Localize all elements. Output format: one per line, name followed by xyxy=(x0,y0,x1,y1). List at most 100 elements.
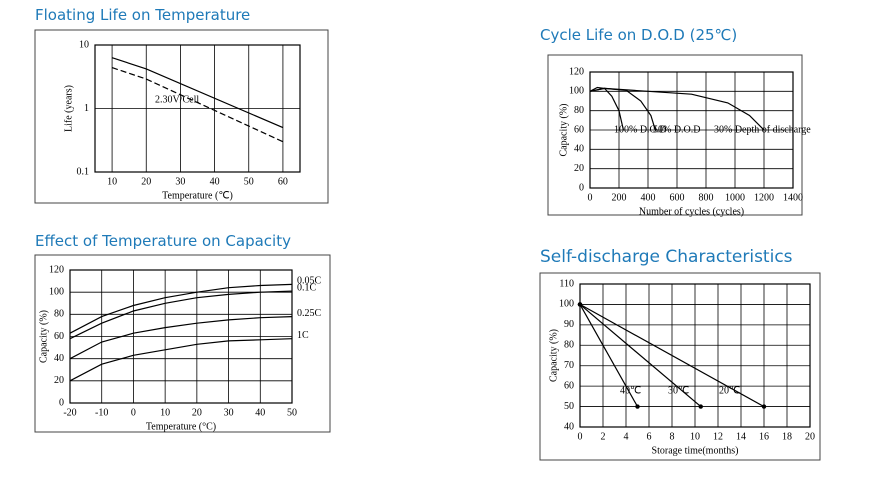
x-tick-label: 14 xyxy=(736,431,746,442)
annotation: 2.30V/Cell xyxy=(155,94,199,105)
series-label: 1C xyxy=(297,330,309,341)
x-tick-label: 30 xyxy=(175,176,185,187)
y-axis-label: Life (years) xyxy=(63,85,74,132)
y-tick-label: 120 xyxy=(49,264,64,275)
plot-area xyxy=(69,269,293,404)
x-tick-label: 600 xyxy=(670,192,685,203)
series-line xyxy=(589,87,765,131)
chart-frame xyxy=(34,29,329,204)
point xyxy=(761,404,767,409)
chart-title: Floating Life on Temperature xyxy=(35,6,250,24)
y-tick-label: 50 xyxy=(564,401,574,412)
plot-area xyxy=(589,71,794,189)
y-tick-label: 0 xyxy=(59,397,64,408)
chart: Floating Life on Temperature 10 20 30 40 50 60… xyxy=(34,6,329,204)
x-tick-label: 60 xyxy=(278,176,288,187)
x-tick-label: 18 xyxy=(782,431,792,442)
series-line xyxy=(69,283,293,334)
x-tick-label: 16 xyxy=(759,431,769,442)
x-axis-label: Temperature (°C) xyxy=(146,421,216,432)
x-tick-label: 40 xyxy=(210,176,220,187)
annotation: 30% Depth of discharge xyxy=(714,124,811,135)
point xyxy=(698,404,703,409)
chart-title: Cycle Life on D.O.D (25℃) xyxy=(540,26,737,44)
y-axis-label: Capacity (%) xyxy=(548,329,559,382)
series-label: 0.25C xyxy=(297,308,322,319)
x-tick-label: 6 xyxy=(647,431,652,442)
chart: Cycle Life on D.O.D (25℃) 0 200 400 600 800 10… xyxy=(540,26,811,217)
x-tick-label: 1000 xyxy=(725,192,745,203)
y-tick-label: 70 xyxy=(564,360,574,371)
y-tick-label: 100 xyxy=(569,86,584,97)
series-line xyxy=(69,290,293,340)
series-label: 40℃ xyxy=(620,385,641,396)
y-tick-label: 40 xyxy=(564,421,574,432)
chart-frame xyxy=(34,254,331,433)
series-label: 0.1C xyxy=(297,282,317,293)
x-tick-label: -10 xyxy=(95,407,108,418)
x-tick-label: 50 xyxy=(287,407,297,418)
y-axis-label: Capacity (%) xyxy=(38,310,49,363)
y-tick-label: 20 xyxy=(54,375,64,386)
x-tick-label: 10 xyxy=(160,407,170,418)
series-line xyxy=(589,86,624,131)
y-tick-label: 80 xyxy=(574,105,584,116)
y-tick-label: 60 xyxy=(54,331,64,342)
y-tick-label: 90 xyxy=(564,319,574,330)
x-tick-label: 20 xyxy=(141,176,151,187)
x-tick-label: 20 xyxy=(192,407,202,418)
series-line xyxy=(69,316,293,360)
y-tick-label: 1 xyxy=(84,103,89,114)
series-line xyxy=(579,304,639,407)
x-tick-label: 10 xyxy=(690,431,700,442)
chart-frame xyxy=(539,272,821,461)
x-tick-label: 30 xyxy=(224,407,234,418)
series-line xyxy=(579,303,765,408)
chart-title: Effect of Temperature on Capacity xyxy=(35,232,291,250)
y-tick-label: 40 xyxy=(574,144,584,155)
series-line xyxy=(111,67,284,143)
x-tick-label: 20 xyxy=(805,431,815,442)
x-tick-label: 50 xyxy=(244,176,254,187)
x-tick-label: 10 xyxy=(107,176,117,187)
x-tick-label: 200 xyxy=(612,192,627,203)
x-tick-label: 4 xyxy=(624,431,629,442)
chart: Self-discharge Characteristics 0 2 4 6 8 10 12 1… xyxy=(539,247,821,461)
x-tick-label: 0 xyxy=(578,431,583,442)
series-line xyxy=(111,57,284,129)
plot-area xyxy=(579,283,811,428)
plot-area xyxy=(94,44,301,173)
series-label: 20℃ xyxy=(719,385,740,396)
x-tick-label: 8 xyxy=(670,431,675,442)
y-tick-label: 10 xyxy=(79,39,89,50)
annotation: 100% D.O.D xyxy=(614,124,667,135)
chart-frame xyxy=(547,54,803,216)
series-line xyxy=(579,303,702,408)
y-tick-label: 60 xyxy=(574,124,584,135)
series-label: 30℃ xyxy=(668,385,689,396)
chart-title: Self-discharge Characteristics xyxy=(540,247,793,267)
y-tick-label: 60 xyxy=(564,380,574,391)
x-tick-label: 0 xyxy=(588,192,593,203)
y-tick-label: 120 xyxy=(569,66,584,77)
x-tick-label: 12 xyxy=(713,431,723,442)
x-tick-label: -20 xyxy=(63,407,76,418)
x-axis-label: Number of cycles (cycles) xyxy=(639,206,744,217)
series-label: 0.05C xyxy=(297,276,322,287)
y-tick-label: 80 xyxy=(564,340,574,351)
y-tick-label: 40 xyxy=(54,353,64,364)
x-tick-label: 1200 xyxy=(754,192,774,203)
point xyxy=(635,404,640,409)
x-tick-label: 800 xyxy=(699,192,714,203)
y-tick-label: 100 xyxy=(559,299,574,310)
y-tick-label: 80 xyxy=(54,309,64,320)
point xyxy=(577,302,583,307)
y-axis-label: Capacity (%) xyxy=(558,103,569,156)
x-tick-label: 400 xyxy=(641,192,656,203)
y-tick-label: 20 xyxy=(574,163,584,174)
x-axis-label: Temperature (℃) xyxy=(162,190,233,201)
y-tick-label: 0.1 xyxy=(77,166,90,177)
x-axis-label: Storage time(months) xyxy=(652,445,739,456)
y-tick-label: 110 xyxy=(559,278,574,289)
